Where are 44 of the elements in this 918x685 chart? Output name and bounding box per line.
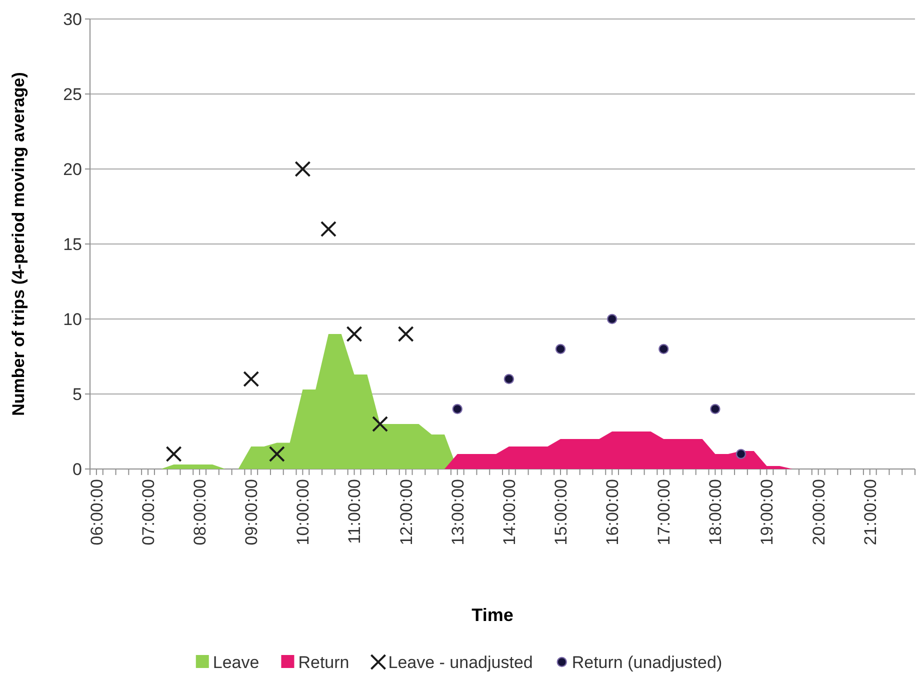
x-tick-label: 15:00:00 (551, 479, 570, 546)
point (736, 448, 746, 460)
x-tick-label: 14:00:00 (500, 479, 519, 546)
legend-label: Leave - unadjusted (388, 652, 533, 672)
x-tick-label: 07:00:00 (138, 479, 158, 546)
y-tick-label: 25 (63, 84, 82, 104)
y-tick-label: 20 (63, 160, 82, 179)
x-tick-label: 06:00:00 (87, 479, 106, 546)
x-tick-label: 21:00:00 (860, 479, 880, 546)
y-tick-label: 30 (63, 10, 82, 29)
point (452, 404, 462, 414)
x-tick-label: 18:00:00 (706, 479, 726, 546)
x-tick-label: 11:00:00 (345, 479, 364, 544)
y-tick-label: 0 (72, 460, 82, 479)
point (346, 326, 362, 342)
x-axis-title: Time (472, 605, 514, 625)
x-tick-label: 12:00:00 (396, 479, 416, 546)
x-tick-label: 09:00:00 (242, 479, 262, 546)
legend-label: Return (298, 652, 350, 672)
x-tick-label: 16:00:00 (603, 479, 622, 546)
x-tick-label: 20:00:00 (809, 479, 828, 546)
point (398, 326, 414, 342)
point (268, 446, 285, 462)
legend-label: Return (unadjusted) (572, 652, 722, 672)
y-axis-title: Number of trips (4-period moving average) (9, 72, 28, 416)
point (294, 160, 311, 178)
x-tick-label: 17:00:00 (654, 479, 674, 546)
point (243, 370, 260, 388)
point (372, 416, 388, 432)
point (606, 314, 618, 324)
y-tick-label: 10 (63, 310, 82, 329)
legend-label: Leave (212, 652, 260, 672)
x-tick-label: 08:00:00 (190, 479, 210, 546)
point (320, 220, 336, 238)
x-tick-label: 13:00:00 (448, 479, 468, 546)
point (504, 374, 514, 384)
y-tick-label: 5 (72, 384, 82, 404)
point (166, 446, 182, 462)
x-tick-label: 19:00:00 (758, 479, 777, 546)
point (658, 344, 669, 354)
point (710, 404, 720, 414)
point (555, 344, 566, 354)
y-tick-label: 15 (63, 234, 82, 254)
x-tick-label: 10:00:00 (294, 479, 313, 546)
